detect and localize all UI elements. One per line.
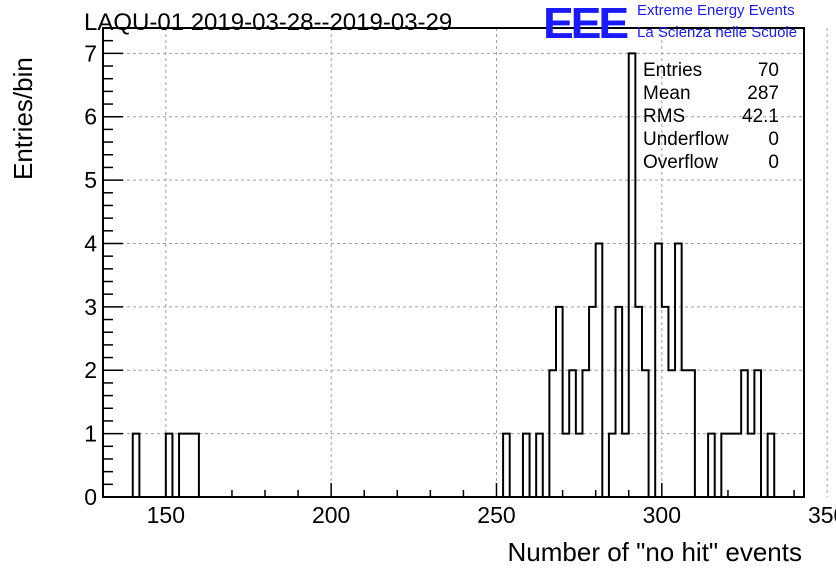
- x-tick-label: 150: [147, 502, 185, 528]
- x-tick-label: 250: [477, 502, 515, 528]
- y-tick-label: 4: [84, 230, 97, 256]
- stat-label-entries: Entries: [643, 60, 703, 81]
- eee-logo: EEE: [543, 0, 629, 48]
- x-tick-label: 200: [312, 502, 350, 528]
- axis-tick-labels: 150 200 250 300 350 0 1 2 3 4 5 6 7: [84, 40, 836, 528]
- y-tick-label: 5: [84, 167, 97, 193]
- axis-ticks: [103, 27, 795, 498]
- y-axis-label: Entries/bin: [8, 57, 38, 180]
- stat-value-rms: 42.1: [742, 106, 779, 127]
- y-tick-label: 6: [84, 104, 97, 130]
- x-tick-label: 300: [643, 502, 681, 528]
- x-tick-label: 350: [808, 502, 836, 528]
- stat-value-overflow: 0: [768, 152, 779, 173]
- y-tick-label: 0: [84, 484, 97, 510]
- stat-value-underflow: 0: [768, 129, 779, 150]
- logo-line-1: Extreme Energy Events: [637, 2, 795, 19]
- y-tick-label: 2: [84, 357, 97, 383]
- stat-label-overflow: Overflow: [643, 152, 718, 173]
- stat-value-mean: 287: [747, 83, 779, 104]
- y-tick-label: 1: [84, 421, 97, 447]
- plot-frame: [102, 27, 805, 498]
- y-tick-label: 7: [84, 40, 97, 66]
- stat-label-mean: Mean: [643, 83, 691, 104]
- stat-value-entries: 70: [757, 60, 779, 81]
- x-axis-label: Number of "no hit" events: [507, 537, 803, 567]
- grid-lines: [103, 28, 828, 497]
- stat-label-underflow: Underflow: [643, 129, 729, 150]
- stat-label-rms: RMS: [643, 106, 686, 127]
- chart-title: LAQU-01 2019-03-28--2019-03-29: [84, 9, 453, 36]
- logo-line-2: La Scienza nelle Scuole: [637, 24, 798, 41]
- y-tick-label: 3: [84, 294, 97, 320]
